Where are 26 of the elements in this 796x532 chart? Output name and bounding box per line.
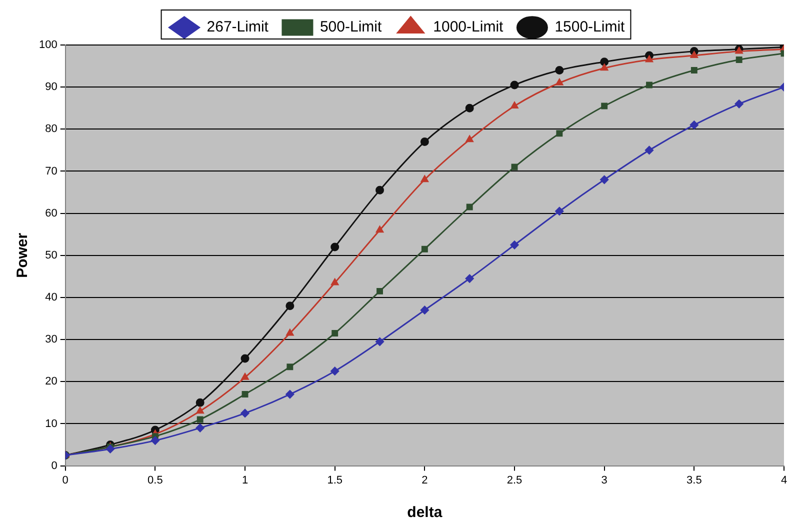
y-tick-label: 100 bbox=[38, 39, 58, 52]
x-tick-label: 0.5 bbox=[148, 474, 163, 486]
legend-label: 267-Limit bbox=[206, 18, 270, 36]
legend-label: 1500-Limit bbox=[554, 18, 626, 36]
y-tick-label: 70 bbox=[45, 165, 58, 178]
legend-label: 500-Limit bbox=[320, 18, 382, 36]
y-tick-label: 50 bbox=[45, 249, 58, 262]
y-axis-title: Power bbox=[14, 232, 32, 278]
x-tick-label: 3.5 bbox=[686, 474, 702, 486]
y-tick-label: 40 bbox=[45, 292, 58, 304]
y-tick-label: 60 bbox=[45, 207, 58, 220]
y-tick-label: 10 bbox=[45, 418, 58, 430]
x-axis-title: delta bbox=[407, 504, 443, 522]
x-tick-label: 1.5 bbox=[327, 474, 342, 486]
y-tick-label: 20 bbox=[45, 376, 58, 388]
x-tick-label: 1 bbox=[242, 474, 248, 486]
y-tick-label: 80 bbox=[45, 123, 58, 136]
x-tick-label: 3 bbox=[601, 474, 608, 486]
legend-label: 1000-Limit bbox=[433, 18, 504, 36]
x-tick-label: 2.5 bbox=[506, 474, 522, 486]
x-tick-label: 2 bbox=[422, 474, 428, 486]
y-tick-label: 0 bbox=[51, 460, 58, 472]
y-tick-label: 30 bbox=[45, 334, 58, 346]
x-tick-label: 0 bbox=[62, 474, 68, 486]
x-tick-label: 4 bbox=[780, 474, 788, 486]
y-tick-label: 90 bbox=[45, 81, 58, 94]
